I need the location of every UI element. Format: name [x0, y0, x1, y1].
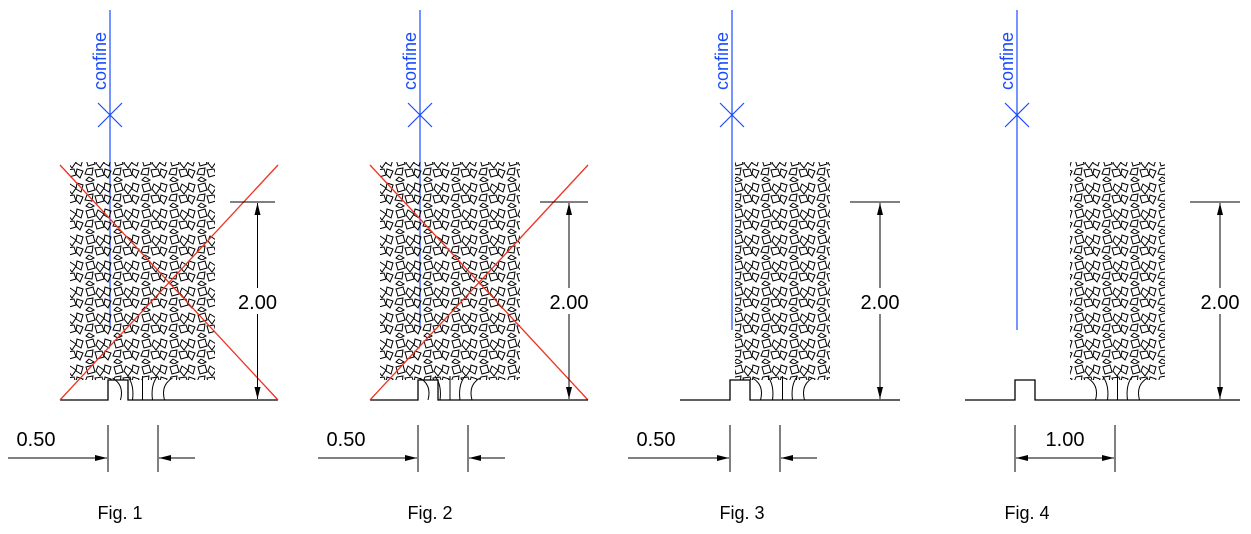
confine-mark: [97, 102, 123, 128]
cross-line: [369, 164, 589, 401]
ground: [965, 379, 1240, 401]
hedge-trunk: [752, 375, 813, 401]
confine-label: confine: [712, 32, 732, 90]
figure-caption: Fig. 3: [719, 503, 764, 523]
height-label: 2.00: [550, 292, 589, 314]
hedge: [735, 162, 830, 380]
height-label: 2.00: [238, 292, 277, 314]
ground: [60, 379, 278, 401]
confine-mark: [407, 102, 433, 128]
ground: [680, 379, 900, 401]
confine-label: confine: [997, 32, 1017, 90]
spacing-label: 0.50: [637, 429, 676, 451]
spacing-label: 0.50: [327, 429, 366, 451]
hedge-trunk: [112, 375, 173, 401]
confine-mark: [1004, 102, 1030, 128]
confine-mark: [719, 102, 745, 128]
figure-caption: Fig. 1: [97, 503, 142, 523]
spacing-label: 0.50: [17, 429, 56, 451]
figure: confine 2.00 0.50 Fig. 1: [8, 10, 282, 523]
figure-caption: Fig. 4: [1004, 503, 1049, 523]
figure: confine 2.00 1.00 Fig. 4: [965, 10, 1244, 523]
label-bg: [233, 288, 282, 314]
figure: confine 2.00 0.50 Fig. 3: [628, 10, 904, 523]
spacing-label: 1.00: [1046, 429, 1085, 451]
hedge: [1070, 162, 1165, 380]
label-bg: [545, 288, 593, 314]
figure-caption: Fig. 2: [407, 503, 452, 523]
height-label: 2.00: [1201, 292, 1240, 314]
confine-label: confine: [90, 32, 110, 90]
confine-label: confine: [400, 32, 420, 90]
height-label: 2.00: [861, 292, 900, 314]
label-bg: [1196, 288, 1244, 314]
ground: [370, 379, 588, 401]
label-bg: [856, 288, 904, 314]
hedge: [380, 162, 520, 380]
figure: confine 2.00 0.50 Fig. 2: [318, 10, 593, 523]
hedge: [70, 162, 215, 380]
cross-line: [59, 164, 279, 401]
hedge-trunk: [419, 375, 481, 401]
hedge-trunk: [1087, 375, 1148, 401]
